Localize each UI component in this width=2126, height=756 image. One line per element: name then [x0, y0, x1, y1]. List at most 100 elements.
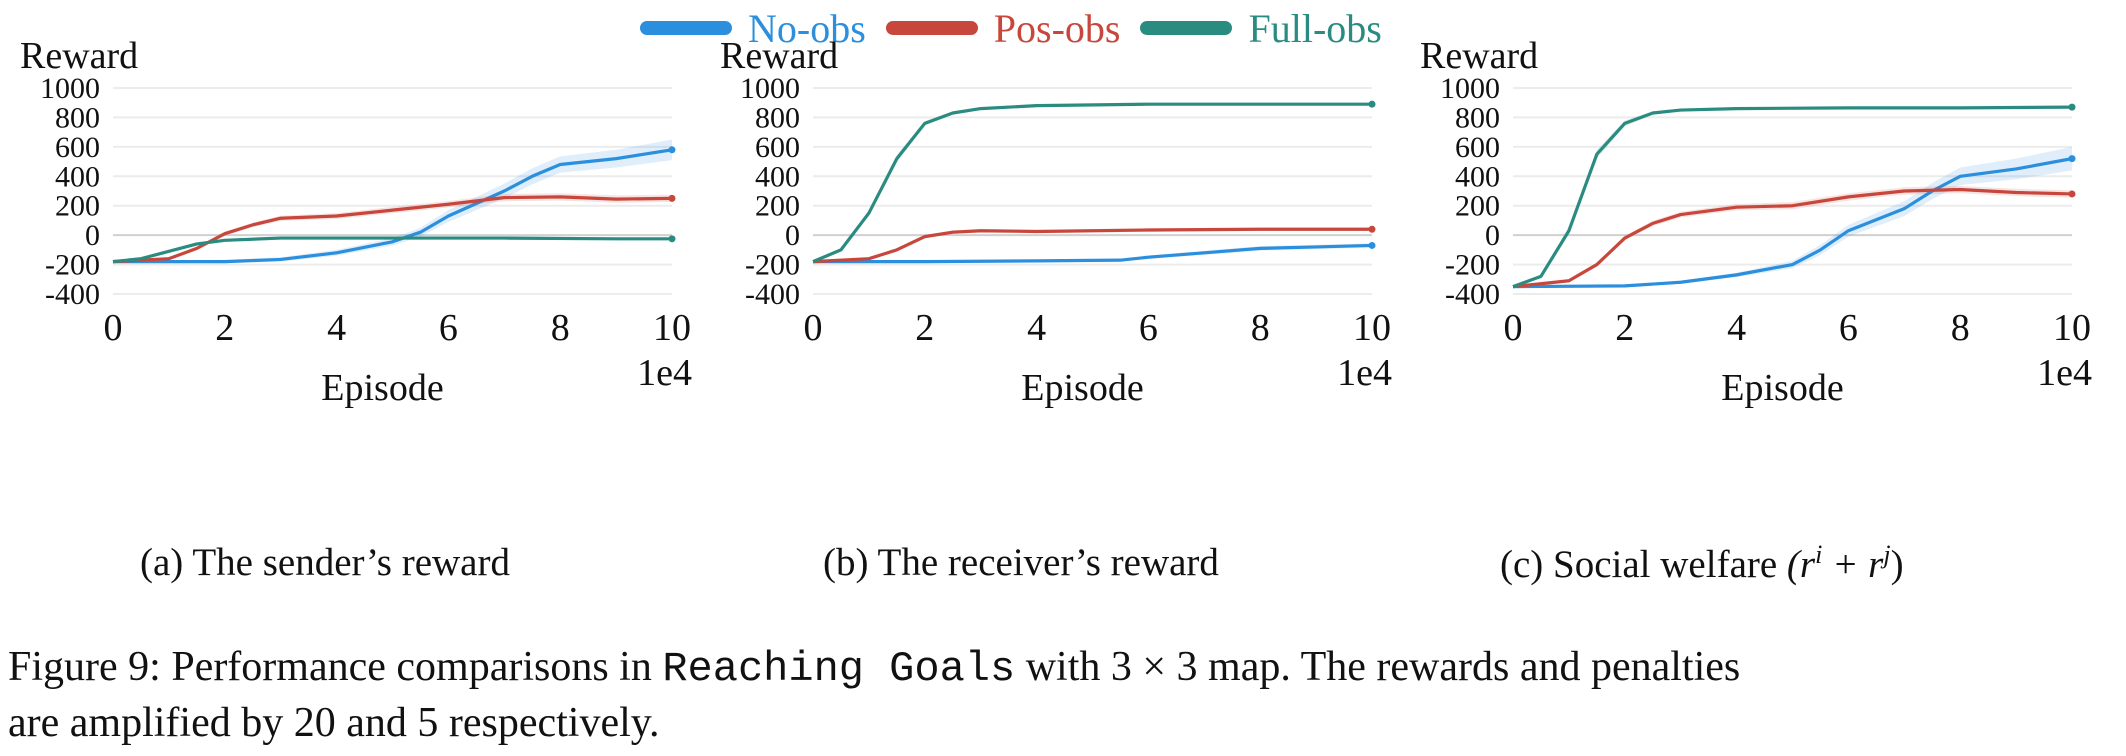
- band-no-obs: [113, 139, 672, 264]
- y-tick-label: 1000: [40, 72, 100, 105]
- series-end-point-full-obs: [1368, 100, 1376, 108]
- y-tick-label: 400: [55, 160, 100, 193]
- x-tick-label: 10: [2053, 307, 2091, 349]
- y-tick-label: -400: [1445, 278, 1500, 311]
- y-tick-label: 1000: [1440, 72, 1500, 105]
- panel-a: Reward 1000 800 600 400 200 0 -200 -400 0 2 4 6 8 10 1e…: [0, 35, 700, 600]
- x-tick-label: 2: [915, 307, 934, 349]
- x-tick-label: 4: [327, 307, 346, 349]
- series-end-point-pos-obs: [2068, 190, 2076, 198]
- x-tick-label: 8: [1251, 307, 1270, 349]
- y-tick-label: -200: [1445, 249, 1500, 282]
- legend: No-obs Pos-obs Full-obs: [640, 2, 1382, 54]
- series-line-no-obs: [1512, 157, 2073, 289]
- band-pos-obs: [113, 193, 672, 264]
- legend-swatch-full-obs: [1140, 21, 1233, 35]
- series-line-no-obs: [113, 148, 673, 264]
- y-tick-label: 800: [755, 101, 800, 134]
- band-no-obs: [813, 243, 1372, 263]
- series-line-pos-obs: [812, 227, 1372, 264]
- caption-code: Reaching Goals: [662, 645, 1016, 693]
- x-axis-label: Episode: [321, 367, 443, 409]
- figure-caption: Figure 9: Performance comparisons in Rea…: [8, 640, 2118, 750]
- subcaption-c-open: (r: [1786, 543, 1816, 586]
- band-pos-obs: [813, 227, 1372, 263]
- x-tick-label: 2: [1615, 307, 1634, 349]
- legend-label-no-obs: No-obs: [748, 5, 866, 51]
- y-tick-label: 800: [1455, 101, 1500, 134]
- panel-c: Reward 1000 800 600 400 200 0 -200 -400 0 2 4 6 8 10 1e…: [1400, 35, 2100, 600]
- caption-part1: Figure 9: Performance comparisons in: [8, 644, 663, 690]
- y-tick-label: -400: [45, 278, 100, 311]
- x-tick-label: 10: [1353, 307, 1391, 349]
- series-line-full-obs: [812, 102, 1372, 264]
- subcaption-c-math: (ri + rj): [1786, 540, 1904, 586]
- x-tick-label: 4: [1727, 307, 1746, 349]
- legend-label-pos-obs: Pos-obs: [993, 5, 1121, 51]
- x-multiplier-label: 1e4: [637, 352, 692, 394]
- series-end-point-no-obs: [1368, 241, 1376, 249]
- panel-b: Reward 1000 800 600 400 200 0 -200 -400 0 2 4 6 8 10 1e…: [700, 35, 1400, 600]
- subcaption-c-close: ): [1890, 543, 1904, 586]
- y-tick-label: -400: [745, 278, 800, 311]
- band-full-obs: [1513, 106, 2072, 288]
- x-tick-label: 6: [1839, 307, 1858, 349]
- y-tick-label: 600: [1455, 131, 1500, 164]
- subcaption-a: (a) The sender’s reward: [140, 541, 510, 584]
- x-axis-label: Episode: [1021, 367, 1143, 409]
- x-tick-label: 10: [653, 307, 691, 349]
- series-end-point-pos-obs: [1368, 225, 1376, 233]
- legend-label-full-obs: Full-obs: [1248, 5, 1382, 51]
- x-multiplier-label: 1e4: [1337, 352, 1392, 394]
- y-tick-label: 200: [1455, 190, 1500, 223]
- x-tick-label: 6: [439, 307, 458, 349]
- series-end-point-full-obs: [668, 235, 676, 243]
- y-tick-label: 0: [85, 219, 100, 252]
- series-line-pos-obs: [112, 195, 673, 264]
- y-tick-label: 400: [1455, 160, 1500, 193]
- x-tick-label: 8: [551, 307, 570, 349]
- series-line-full-obs: [112, 236, 672, 264]
- subcaption-c-text: (c) Social welfare: [1500, 543, 1778, 586]
- x-tick-label: 4: [1027, 307, 1046, 349]
- legend-item-pos-obs: Pos-obs: [885, 5, 1121, 52]
- subcaption-c: (c) Social welfare (ri + rj): [1500, 540, 1904, 587]
- x-axis-label: Episode: [1721, 367, 1843, 409]
- x-tick-label: 0: [104, 307, 123, 349]
- x-tick-label: 6: [1139, 307, 1158, 349]
- series-end-point-full-obs: [2068, 103, 2076, 111]
- series-end-point-pos-obs: [668, 194, 676, 202]
- y-tick-label: 200: [55, 190, 100, 223]
- y-tick-label: 200: [755, 190, 800, 223]
- x-multiplier-label: 1e4: [2037, 352, 2092, 394]
- series-end-point-no-obs: [668, 146, 676, 154]
- subcaption-c-sup-j: j: [1883, 540, 1891, 569]
- y-axis-label: Reward: [1420, 35, 1538, 77]
- x-tick-label: 2: [215, 307, 234, 349]
- y-tick-label: 400: [755, 160, 800, 193]
- y-tick-label: 0: [1485, 219, 1500, 252]
- series-end-point-no-obs: [2068, 155, 2076, 163]
- band-pos-obs: [1513, 185, 2072, 288]
- y-tick-label: 600: [755, 131, 800, 164]
- legend-item-full-obs: Full-obs: [1140, 5, 1382, 52]
- legend-swatch-no-obs: [640, 21, 732, 35]
- subcaption-b: (b) The receiver’s reward: [823, 541, 1219, 584]
- band-full-obs: [813, 103, 1372, 263]
- y-axis-label: Reward: [20, 35, 138, 77]
- x-tick-label: 0: [804, 307, 823, 349]
- legend-item-no-obs: No-obs: [640, 5, 866, 52]
- y-tick-label: 0: [785, 219, 800, 252]
- y-axis-label: Reward: [720, 35, 838, 77]
- series-line-full-obs: [1512, 105, 2073, 289]
- y-tick-label: 600: [55, 131, 100, 164]
- subcaption-c-sup-i: i: [1815, 540, 1823, 569]
- caption-part2: with 3 × 3 map. The rewards and penaltie…: [1015, 644, 1741, 690]
- y-tick-label: -200: [45, 249, 100, 282]
- y-tick-label: 1000: [740, 72, 800, 105]
- series-line-pos-obs: [1512, 187, 2073, 289]
